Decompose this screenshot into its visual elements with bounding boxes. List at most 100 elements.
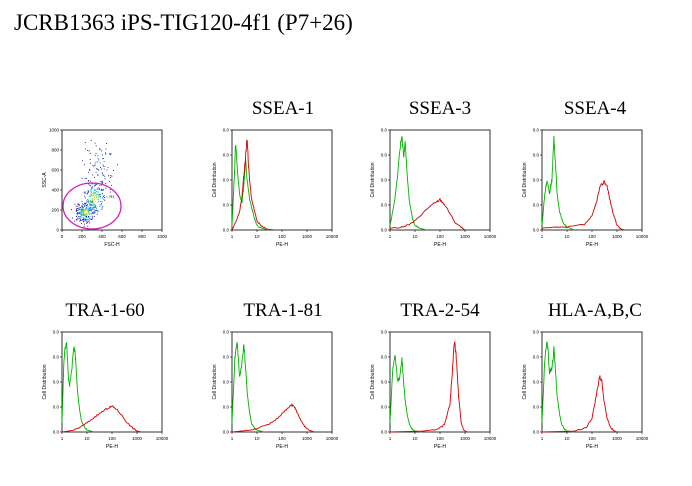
scatter-point <box>96 193 98 195</box>
scatter-point <box>87 199 89 201</box>
plot-title-ssea-3: SSEA-3 <box>408 98 472 119</box>
scatter-point <box>88 211 90 213</box>
y-tick-label: 600 <box>51 168 59 173</box>
scatter-point <box>85 218 87 220</box>
y-tick-label: 0.0 <box>223 405 230 410</box>
scatter-point <box>87 149 89 151</box>
scatter-point <box>83 220 85 222</box>
scatter-point <box>86 222 88 224</box>
scatter-point <box>99 204 101 206</box>
scatter-point <box>95 145 97 147</box>
scatter-point <box>86 216 87 217</box>
scatter-point <box>94 184 96 186</box>
scatter-point <box>102 206 104 208</box>
scatter-point <box>113 170 114 171</box>
scatter-point <box>85 208 87 210</box>
scatter-point <box>80 213 82 215</box>
scatter-point <box>71 209 72 210</box>
x-tick-label: 400 <box>98 234 106 239</box>
scatter-point <box>91 218 93 220</box>
histogram-series-line <box>389 136 428 231</box>
scatter-point <box>107 167 109 169</box>
scatter-point <box>97 169 99 170</box>
scatter-point <box>78 203 80 205</box>
scatter-point <box>78 211 80 213</box>
scatter-point <box>90 200 92 202</box>
scatter-point <box>74 203 76 205</box>
y-tick-label: 0.0 <box>53 405 60 410</box>
scatter-point <box>97 191 98 193</box>
scatter-point <box>84 216 86 218</box>
histogram-series-line <box>541 375 618 433</box>
scatter-point <box>91 218 92 220</box>
scatter-point <box>100 188 102 190</box>
y-tick-label: 0.0 <box>381 330 388 335</box>
scatter-point <box>117 164 118 166</box>
scatter-point <box>86 193 88 195</box>
scatter-point <box>98 194 100 196</box>
scatter-point <box>110 175 112 176</box>
scatter-point <box>84 223 85 225</box>
scatter-point <box>93 212 95 214</box>
scatter-point <box>86 221 88 223</box>
y-axis-label: Cell Distribution <box>212 162 218 197</box>
scatter-point <box>82 211 84 213</box>
scatter-point <box>75 205 77 207</box>
x-tick-label: 1000 <box>460 234 471 239</box>
scatter-point <box>76 219 78 221</box>
y-tick-label: 0.0 <box>381 203 388 208</box>
scatter-point <box>105 187 107 189</box>
scatter-point <box>82 219 84 221</box>
scatter-point <box>83 210 85 211</box>
x-tick-label: 10 <box>254 234 260 239</box>
scatter-point <box>85 214 87 216</box>
scatter-point <box>94 192 96 193</box>
scatter-point <box>84 212 86 214</box>
scatter-point <box>94 205 96 207</box>
scatter-point <box>77 205 79 207</box>
scatter-point <box>80 220 82 222</box>
scatter-point <box>85 191 87 193</box>
scatter-point <box>86 217 88 218</box>
scatter-point <box>102 164 104 166</box>
x-tick-label: 10000 <box>484 234 497 239</box>
scatter-point <box>93 204 95 206</box>
scatter-point <box>96 183 98 185</box>
scatter-point <box>102 175 104 177</box>
scatter-point <box>91 213 93 214</box>
x-axis-label: PE-H <box>586 444 598 450</box>
scatter-point <box>76 213 78 215</box>
scatter-point <box>97 187 99 189</box>
scatter-point <box>95 171 97 173</box>
histogram-series-line <box>389 354 423 433</box>
scatter-point <box>98 188 100 190</box>
scatter-point <box>96 208 98 210</box>
y-tick-label: 1000 <box>49 128 60 133</box>
x-tick-label: 1 <box>541 436 544 441</box>
scatter-point <box>82 214 84 216</box>
scatter-point <box>79 217 81 219</box>
scatter-point <box>80 208 82 210</box>
scatter-point <box>89 189 91 191</box>
y-tick-label: 0.0 <box>53 380 60 385</box>
scatter-point <box>82 206 83 208</box>
y-tick-label: 0.0 <box>223 355 230 360</box>
scatter-point <box>98 196 100 198</box>
y-axis-label: Cell Distribution <box>370 162 376 197</box>
scatter-point <box>102 196 104 197</box>
scatter-point <box>77 212 79 214</box>
scatter-point <box>101 168 103 170</box>
scatter-point <box>108 180 110 182</box>
scatter-point <box>90 195 91 197</box>
plot-title-tra-2-54: TRA-2-54 <box>400 300 480 321</box>
scatter-point <box>97 201 99 203</box>
scatter-point <box>97 161 99 163</box>
scatter-point <box>87 225 89 227</box>
scatter-point <box>92 212 94 213</box>
scatter-point <box>83 218 85 220</box>
scatter-point <box>93 166 95 168</box>
scatter-point <box>85 197 87 199</box>
x-tick-label: 100 <box>278 436 286 441</box>
scatter-point <box>88 208 90 210</box>
scatter-point <box>95 161 97 163</box>
